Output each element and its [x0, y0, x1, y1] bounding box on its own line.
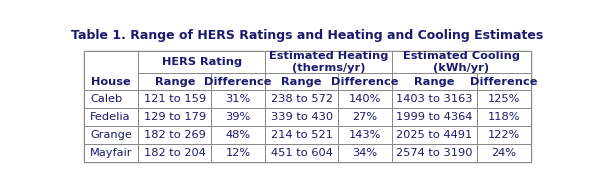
Bar	[211, 144, 265, 162]
Text: 238 to 572: 238 to 572	[271, 94, 332, 104]
Bar	[265, 144, 338, 162]
Bar	[392, 144, 476, 162]
Text: Range: Range	[281, 77, 322, 87]
Bar	[211, 90, 265, 108]
Bar	[84, 108, 139, 126]
Text: 2574 to 3190: 2574 to 3190	[396, 148, 473, 158]
Text: Fedelia: Fedelia	[90, 112, 130, 122]
Bar	[476, 108, 531, 126]
Text: 12%: 12%	[226, 148, 251, 158]
Bar	[139, 90, 211, 108]
Text: 143%: 143%	[349, 130, 381, 140]
Bar	[211, 126, 265, 144]
Bar	[211, 108, 265, 126]
Bar	[139, 144, 211, 162]
Text: 48%: 48%	[226, 130, 251, 140]
Text: Estimated Heating
(therms/yr): Estimated Heating (therms/yr)	[269, 51, 388, 73]
Bar	[84, 90, 139, 108]
Text: Estimated Cooling
(kWh/yr): Estimated Cooling (kWh/yr)	[403, 51, 520, 73]
Bar	[338, 144, 392, 162]
Text: Table 1. Range of HERS Ratings and Heating and Cooling Estimates: Table 1. Range of HERS Ratings and Heati…	[71, 29, 544, 42]
Text: Difference: Difference	[331, 77, 399, 87]
Text: 118%: 118%	[487, 112, 520, 122]
Text: 2025 to 4491: 2025 to 4491	[396, 130, 472, 140]
Text: Mayfair: Mayfair	[90, 148, 133, 158]
Bar	[84, 51, 139, 90]
Text: HERS Rating: HERS Rating	[162, 57, 242, 67]
Text: 451 to 604: 451 to 604	[271, 148, 332, 158]
Bar	[139, 51, 265, 73]
Text: 182 to 204: 182 to 204	[144, 148, 206, 158]
Text: House: House	[91, 77, 131, 87]
Text: Caleb: Caleb	[90, 94, 122, 104]
Bar	[265, 73, 338, 90]
Bar	[392, 90, 476, 108]
Text: 214 to 521: 214 to 521	[271, 130, 332, 140]
Text: 39%: 39%	[226, 112, 251, 122]
Bar	[84, 51, 530, 162]
Bar	[139, 108, 211, 126]
Text: 1999 to 4364: 1999 to 4364	[396, 112, 473, 122]
Bar	[338, 108, 392, 126]
Text: 125%: 125%	[487, 94, 520, 104]
Bar	[476, 73, 531, 90]
Text: Range: Range	[414, 77, 455, 87]
Bar	[265, 108, 338, 126]
Bar	[139, 73, 211, 90]
Text: 27%: 27%	[352, 112, 377, 122]
Bar	[392, 126, 476, 144]
Bar	[338, 73, 392, 90]
Text: 121 to 159: 121 to 159	[143, 94, 206, 104]
Text: Grange: Grange	[90, 130, 132, 140]
Text: Difference: Difference	[470, 77, 538, 87]
Bar	[265, 51, 392, 73]
Bar	[392, 51, 531, 73]
Bar	[338, 90, 392, 108]
Text: 129 to 179: 129 to 179	[143, 112, 206, 122]
Bar	[338, 126, 392, 144]
Text: 24%: 24%	[491, 148, 516, 158]
Bar	[265, 90, 338, 108]
Bar	[84, 126, 139, 144]
Text: 34%: 34%	[352, 148, 377, 158]
Text: Range: Range	[155, 77, 195, 87]
Text: 31%: 31%	[226, 94, 251, 104]
Text: 1403 to 3163: 1403 to 3163	[396, 94, 473, 104]
Bar	[265, 126, 338, 144]
Bar	[84, 144, 139, 162]
Bar	[392, 108, 476, 126]
Text: 122%: 122%	[488, 130, 520, 140]
Bar	[476, 90, 531, 108]
Bar	[476, 144, 531, 162]
Text: 140%: 140%	[349, 94, 381, 104]
Text: 182 to 269: 182 to 269	[144, 130, 206, 140]
Bar	[392, 73, 476, 90]
Text: 339 to 430: 339 to 430	[271, 112, 332, 122]
Bar	[139, 126, 211, 144]
Text: Difference: Difference	[205, 77, 272, 87]
Bar	[211, 73, 265, 90]
Bar	[476, 126, 531, 144]
